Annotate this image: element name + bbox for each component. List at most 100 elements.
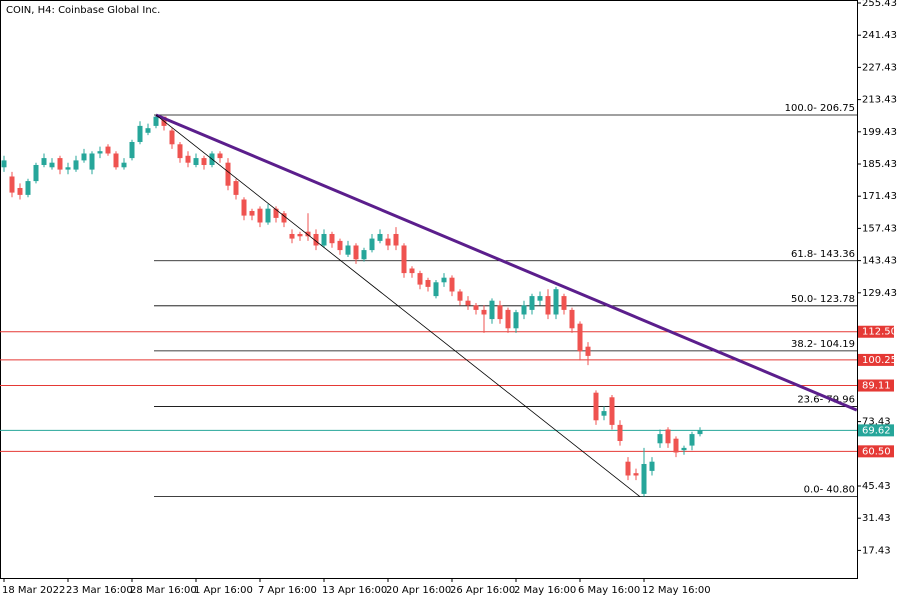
candle-body — [345, 245, 351, 255]
y-tick-label: 241.43 — [862, 30, 897, 41]
candle-body — [17, 187, 23, 195]
candle-body — [641, 463, 647, 494]
candle-body — [305, 231, 311, 237]
price-box-label: 60.50 — [862, 446, 891, 457]
candle-body — [73, 160, 79, 170]
candle-body — [353, 245, 359, 260]
candle-body — [145, 128, 151, 133]
candle-body — [257, 208, 263, 223]
candle-body — [473, 305, 479, 310]
candle-body — [449, 277, 455, 292]
candle-body — [585, 346, 591, 356]
candle-body — [329, 233, 335, 244]
price-box — [858, 353, 894, 366]
y-tick-label: 213.43 — [862, 95, 897, 106]
trendline — [155, 114, 641, 497]
candle-body — [137, 125, 143, 142]
candle-body — [225, 162, 231, 186]
candle-body — [625, 461, 631, 476]
candle-body — [9, 176, 15, 193]
x-tick-label: 28 Mar 16:00 — [130, 585, 197, 596]
candle-body — [265, 208, 271, 223]
y-tick-label: 157.43 — [862, 223, 897, 234]
candle-body — [529, 296, 535, 310]
candle-body — [377, 233, 383, 241]
candle-body — [505, 309, 511, 329]
candle-body — [337, 240, 343, 251]
candle-body — [537, 296, 543, 301]
fib-label: 23.6- 79.96 — [797, 395, 855, 406]
candle-body — [361, 250, 367, 260]
candle-body — [385, 238, 391, 246]
candle-body — [321, 233, 327, 246]
candle-body — [481, 309, 487, 315]
candle-body — [121, 162, 127, 168]
x-tick-label: 7 Apr 16:00 — [258, 585, 317, 596]
y-tick-label: 227.43 — [862, 62, 897, 73]
candle-body — [241, 199, 247, 216]
plot-frame — [0, 0, 858, 579]
candle-body — [569, 309, 575, 329]
candle-body — [65, 167, 71, 170]
candle-body — [649, 461, 655, 471]
price-box — [858, 325, 894, 338]
x-tick-label: 13 Apr 16:00 — [322, 585, 387, 596]
candle-body — [513, 312, 519, 329]
candle-body — [465, 300, 471, 306]
y-tick-label: 45.43 — [862, 481, 891, 492]
candle-body — [217, 153, 223, 159]
fib-label: 50.0- 123.78 — [791, 294, 855, 305]
y-tick-label: 255.43 — [862, 0, 897, 9]
candle-body — [97, 151, 103, 154]
candle-body — [105, 146, 111, 154]
candle-body — [393, 233, 399, 246]
candle-body — [1, 160, 7, 168]
candle-body — [657, 434, 663, 444]
x-tick-label: 12 May 16:00 — [642, 585, 711, 596]
candle-body — [81, 153, 87, 161]
candle-body — [249, 210, 255, 216]
candle-body — [273, 208, 279, 218]
candle-body — [201, 158, 207, 165]
x-tick-label: 18 Mar 2022 — [2, 585, 65, 596]
candle-body — [49, 162, 55, 168]
candle-body — [489, 300, 495, 320]
candle-body — [25, 181, 31, 195]
candle-body — [297, 233, 303, 237]
y-tick-label: 199.43 — [862, 127, 897, 138]
candle-body — [689, 434, 695, 446]
candle-body — [593, 392, 599, 421]
candle-body — [457, 291, 463, 301]
y-tick-label: 17.43 — [862, 545, 891, 556]
candle-body — [545, 296, 551, 315]
y-tick-label: 171.43 — [862, 191, 897, 202]
x-tick-label: 20 Apr 16:00 — [386, 585, 451, 596]
candle-body — [633, 473, 639, 476]
candle-body — [193, 158, 199, 165]
candle-body — [681, 447, 687, 451]
candle-body — [441, 277, 447, 283]
candle-body — [369, 238, 375, 251]
candle-body — [185, 155, 191, 163]
fib-label: 0.0- 40.80 — [804, 485, 855, 496]
candle-body — [673, 438, 679, 453]
chart-title: COIN, H4: Coinbase Global Inc. — [6, 5, 160, 16]
candle-body — [665, 429, 671, 444]
x-tick-label: 26 Apr 16:00 — [450, 585, 515, 596]
price-box — [858, 379, 894, 392]
candle-body — [601, 411, 607, 416]
trendline — [155, 113, 858, 412]
fib-label: 61.8- 143.36 — [791, 249, 855, 260]
x-tick-label: 23 Mar 16:00 — [66, 585, 133, 596]
price-box — [858, 445, 894, 458]
candle-body — [401, 245, 407, 274]
candle-body — [33, 164, 39, 182]
price-box-label: 100.25 — [862, 355, 897, 366]
candle-body — [289, 233, 295, 239]
candle-body — [177, 144, 183, 159]
candle-body — [113, 153, 119, 168]
y-tick-label: 73.43 — [862, 417, 891, 428]
fib-label: 100.0- 206.75 — [785, 103, 855, 114]
